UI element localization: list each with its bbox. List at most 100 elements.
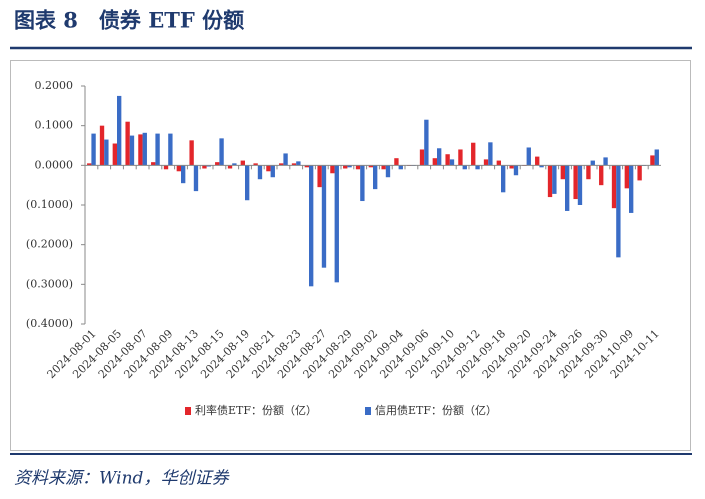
bar — [650, 155, 655, 166]
bar — [334, 165, 339, 283]
bar — [253, 163, 258, 166]
bar — [475, 165, 480, 170]
source-note: 资料来源：Wind，华创证券 — [14, 469, 230, 489]
legend-label: 信用债ETF：份额（亿） — [375, 403, 497, 417]
bar — [296, 161, 301, 166]
bar — [283, 153, 288, 166]
bar — [304, 165, 309, 168]
legend-swatch — [185, 407, 191, 415]
bar — [603, 157, 608, 166]
bar — [125, 121, 130, 166]
bar — [99, 125, 105, 166]
bar — [240, 160, 245, 166]
bar — [330, 165, 335, 174]
bar — [232, 163, 237, 166]
bar — [560, 165, 565, 180]
bar — [215, 162, 220, 166]
bar — [398, 165, 403, 170]
bar — [385, 165, 391, 178]
bar — [449, 159, 455, 166]
bar — [142, 132, 147, 166]
bar — [526, 147, 531, 166]
bar — [206, 165, 211, 167]
bar — [539, 165, 544, 168]
bar — [445, 154, 450, 166]
bar — [245, 165, 250, 201]
bar — [629, 165, 634, 213]
bar — [616, 165, 621, 258]
chart-frame — [10, 60, 691, 451]
bar — [637, 165, 642, 181]
bar — [270, 165, 275, 178]
bar — [462, 165, 467, 170]
bar — [321, 165, 327, 268]
bar — [501, 165, 506, 193]
bar — [565, 165, 570, 211]
bar — [483, 159, 489, 166]
bar — [112, 143, 117, 166]
bar — [509, 165, 514, 169]
bar — [437, 148, 442, 166]
bar — [104, 139, 109, 166]
bar — [163, 165, 169, 170]
bar — [360, 165, 365, 202]
bar — [168, 133, 173, 166]
legend-swatch — [365, 407, 371, 415]
bar — [496, 160, 501, 166]
bar — [343, 165, 348, 169]
bar — [419, 149, 425, 166]
bar — [129, 135, 135, 166]
bar — [176, 165, 181, 172]
bar — [91, 133, 96, 166]
bar — [151, 162, 156, 166]
bar — [373, 165, 378, 190]
bar — [309, 165, 314, 287]
bar — [552, 165, 557, 194]
y-tick-label: 0.0000 — [35, 158, 74, 171]
bar — [471, 142, 476, 166]
y-tick-label: (0.3000) — [26, 277, 73, 290]
bar — [355, 165, 361, 170]
bar — [654, 149, 659, 166]
bar — [193, 165, 199, 192]
bar — [291, 163, 297, 166]
bar — [368, 165, 373, 168]
bar — [87, 163, 92, 166]
bar — [394, 158, 399, 166]
bar — [117, 95, 122, 166]
bar — [432, 158, 437, 166]
y-tick-label: (0.1000) — [26, 198, 73, 211]
bar — [488, 142, 493, 166]
bar — [547, 165, 553, 198]
y-tick-label: (0.2000) — [26, 238, 73, 251]
bar — [599, 165, 604, 186]
bar — [424, 119, 429, 166]
bar — [347, 165, 352, 168]
bar — [573, 165, 578, 200]
bar — [202, 165, 207, 169]
y-tick-label: 0.1000 — [35, 119, 74, 132]
bar — [586, 165, 591, 180]
legend-label: 利率债ETF：份额（亿） — [195, 403, 317, 417]
bar — [266, 165, 271, 172]
bar — [611, 165, 617, 209]
bar — [513, 165, 519, 176]
bar — [624, 165, 629, 189]
bar — [381, 165, 386, 170]
bar — [279, 163, 284, 166]
bar — [317, 165, 322, 188]
bar — [189, 140, 194, 166]
y-tick-label: 0.2000 — [35, 79, 74, 92]
bar — [227, 165, 233, 169]
bar — [257, 165, 263, 180]
page-title: 图表 8 债券 ETF 份额 — [14, 8, 244, 33]
bar — [155, 133, 160, 166]
bar — [181, 165, 186, 184]
y-tick-label: (0.4000) — [26, 317, 73, 330]
bar — [577, 165, 583, 205]
bar — [590, 160, 595, 166]
bar — [138, 134, 143, 166]
bar — [219, 138, 224, 166]
